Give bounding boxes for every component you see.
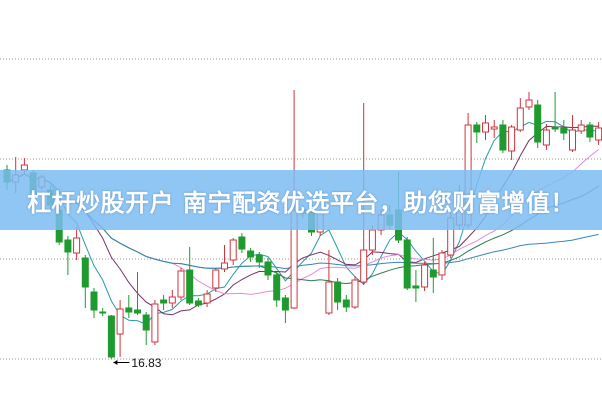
candle-up xyxy=(421,264,429,288)
candle-down xyxy=(107,315,115,358)
candle-up xyxy=(569,129,576,151)
candle-down xyxy=(403,239,411,289)
candle-down xyxy=(560,127,568,134)
candle-down xyxy=(551,126,559,130)
candle-down xyxy=(499,124,507,151)
candle-up xyxy=(168,296,176,304)
candle-up xyxy=(368,229,376,251)
candle-down xyxy=(586,124,594,138)
candle-up xyxy=(325,281,333,314)
candle-up xyxy=(351,279,359,308)
candle-up xyxy=(73,237,81,254)
candle-down xyxy=(125,307,133,313)
candle-up xyxy=(482,122,489,133)
candle-up xyxy=(490,126,498,130)
low-price-label: 16.83 xyxy=(131,355,162,370)
candle-down xyxy=(534,104,542,143)
candle-up xyxy=(577,124,585,132)
candle-up xyxy=(516,107,524,131)
candle-down xyxy=(134,309,141,314)
candle-down xyxy=(412,285,420,289)
candle-down xyxy=(247,250,255,258)
candle-up xyxy=(360,249,368,283)
candle-down xyxy=(81,257,89,288)
candle-up xyxy=(525,99,533,108)
candle-down xyxy=(264,261,272,276)
arrow-head-icon xyxy=(113,360,118,365)
candle-up xyxy=(212,269,220,289)
candle-up xyxy=(151,303,159,343)
candle-down xyxy=(342,299,350,308)
candle-up xyxy=(203,293,211,304)
candle-down xyxy=(429,269,437,278)
candle-down xyxy=(194,300,202,306)
candle-down xyxy=(273,274,281,301)
candle-down xyxy=(473,124,481,133)
candle-down xyxy=(281,297,289,311)
candle-down xyxy=(186,269,194,304)
candle-down xyxy=(255,254,263,263)
banner-text: 杠杆炒股开户 南宁配资优选平台，助您财富增值！ xyxy=(27,188,575,217)
candle-up xyxy=(438,252,446,276)
candle-down xyxy=(160,299,168,304)
candle-down xyxy=(334,281,342,303)
candle-down xyxy=(142,314,150,331)
candle-up xyxy=(229,239,237,261)
candle-down xyxy=(90,291,98,311)
candle-down xyxy=(99,311,107,314)
candle-up xyxy=(221,262,228,270)
candle-down xyxy=(64,239,72,253)
candle-up xyxy=(542,129,550,146)
promo-banner: 杠杆炒股开户 南宁配资优选平台，助您财富增值！ xyxy=(0,170,602,230)
candle-down xyxy=(238,236,246,250)
candle-up xyxy=(595,127,602,141)
ma60-line xyxy=(6,173,599,270)
candle-up xyxy=(177,270,185,298)
candle-up xyxy=(508,126,516,152)
candle-up xyxy=(116,308,124,335)
